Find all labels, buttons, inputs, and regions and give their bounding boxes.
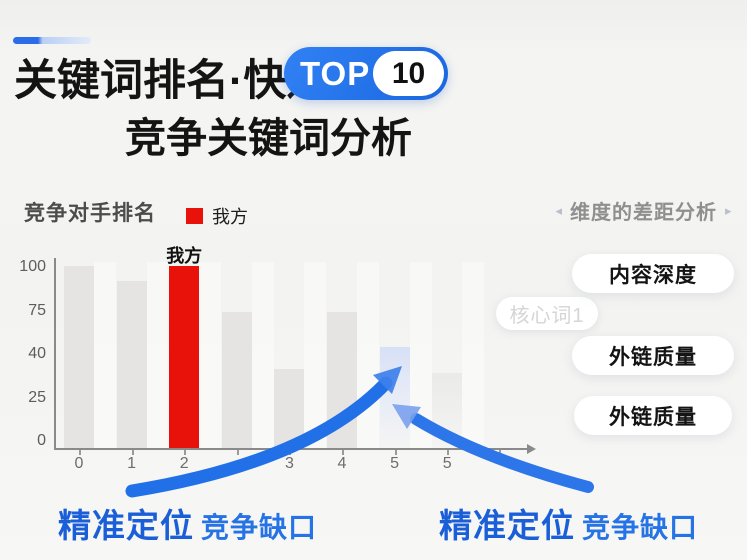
x-axis-tick bbox=[394, 450, 397, 455]
x-axis-label: 4 bbox=[337, 455, 347, 472]
dimension-panel-header: ◂ 维度的差距分析 ▸ bbox=[540, 196, 747, 225]
callout-right-rest: 竞争缺口 bbox=[582, 512, 699, 543]
x-axis-tick bbox=[499, 450, 501, 455]
x-axis-label: 5 bbox=[390, 455, 400, 472]
pill-backlink-quality-2[interactable]: 外链质量 bbox=[574, 396, 732, 435]
x-axis-tick bbox=[79, 450, 81, 455]
x-axis-line bbox=[55, 448, 528, 450]
x-axis-label: 0 bbox=[74, 455, 84, 472]
callout-left-bold: 精准定位 bbox=[58, 507, 194, 544]
plot-stripe bbox=[199, 262, 222, 448]
y-axis-line bbox=[54, 258, 56, 450]
y-axis-label: 0 bbox=[37, 432, 46, 449]
bar-4 bbox=[274, 369, 305, 450]
keyword-watermark-chip: 核心词1 bbox=[496, 297, 598, 330]
x-axis-label: 3 bbox=[284, 455, 294, 472]
plot-stripe bbox=[409, 262, 432, 448]
x-axis-arrowhead-icon bbox=[527, 444, 536, 454]
x-axis-tick bbox=[236, 450, 239, 455]
plot-stripe bbox=[94, 262, 116, 448]
accent-progress-bar bbox=[13, 37, 91, 44]
x-axis-label: 2 bbox=[179, 455, 189, 472]
callout-right-bold: 精准定位 bbox=[439, 507, 575, 544]
plot-stripe bbox=[251, 262, 274, 448]
bar-7 bbox=[432, 373, 463, 450]
legend-label: 我方 bbox=[212, 207, 248, 227]
chevron-right-icon[interactable]: ▸ bbox=[725, 202, 732, 218]
callout-right: 精准定位 竞争缺口 bbox=[439, 499, 698, 547]
y-axis-label: 75 bbox=[28, 301, 46, 319]
x-axis-label: 5 bbox=[442, 455, 452, 472]
pill-content-depth[interactable]: 内容深度 bbox=[572, 254, 734, 293]
bar-0 bbox=[64, 266, 94, 450]
plot-stripe bbox=[146, 262, 169, 448]
callout-left: 精准定位 竞争缺口 bbox=[58, 499, 317, 547]
bar-value-label: 我方 bbox=[166, 246, 203, 266]
badge-number: 10 bbox=[373, 51, 444, 96]
bar-3 bbox=[221, 312, 252, 450]
page-subtitle: 竞争关键词分析 bbox=[125, 115, 412, 161]
chart-title: 竞争对手排名 bbox=[24, 202, 156, 225]
plot-stripe bbox=[462, 262, 485, 448]
title-dot: · bbox=[229, 57, 244, 105]
plot-stripe bbox=[304, 262, 327, 448]
top10-badge: TOP 10 bbox=[284, 47, 448, 100]
dimension-panel-title: 维度的差距分析 bbox=[570, 202, 717, 224]
bar-5 bbox=[327, 312, 357, 450]
y-axis-label: 25 bbox=[28, 388, 46, 406]
chevron-left-icon[interactable]: ◂ bbox=[555, 202, 562, 218]
legend-swatch-red bbox=[186, 208, 203, 224]
badge-top-label: TOP bbox=[300, 54, 371, 92]
bar-1 bbox=[116, 281, 147, 450]
plot-stripe bbox=[357, 262, 379, 448]
bar-2-我方 bbox=[169, 266, 200, 450]
page-title: 关键词排名·快速 bbox=[14, 46, 329, 108]
y-axis-label: 40 bbox=[28, 345, 46, 362]
pill-backlink-quality-1[interactable]: 外链质量 bbox=[572, 336, 734, 375]
title-main: 关键词排名 bbox=[14, 57, 229, 105]
y-axis-label: 100 bbox=[19, 258, 46, 275]
callout-left-rest: 竞争缺口 bbox=[201, 512, 318, 543]
chart-legend: 我方 bbox=[186, 203, 248, 229]
x-axis-label: 1 bbox=[127, 455, 137, 472]
bar-6 bbox=[379, 347, 410, 450]
